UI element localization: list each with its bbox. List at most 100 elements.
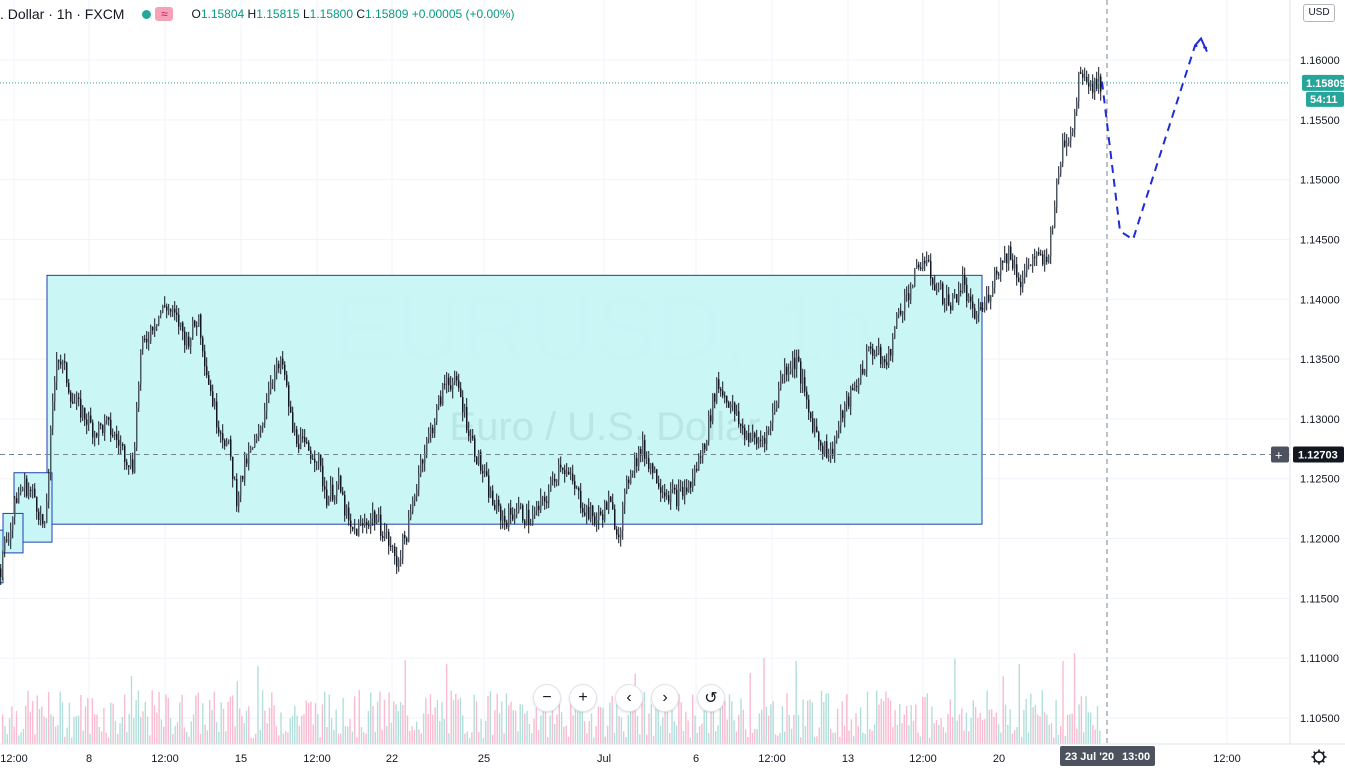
candle-body [848, 396, 850, 407]
volume-bar [100, 731, 103, 744]
volume-bar [850, 719, 853, 744]
candle-body [732, 402, 734, 405]
y-tick-label: 1.12500 [1300, 474, 1340, 486]
candle-body [312, 458, 314, 460]
candle-body [432, 427, 434, 434]
candle-body [232, 456, 234, 480]
candle-body [1072, 129, 1074, 133]
symbol-title[interactable]: . Dollar · 1h · FXCM [0, 6, 125, 22]
candle-body [300, 436, 302, 449]
chevron-right-icon[interactable]: › [651, 684, 679, 712]
candle-body [776, 403, 778, 409]
candle-body [1088, 82, 1090, 87]
y-tick-label: 1.14000 [1300, 294, 1340, 306]
volume-bar [174, 725, 176, 744]
y-tick-label: 1.11000 [1300, 653, 1339, 665]
volume-bar [528, 723, 531, 744]
volume-bar [859, 707, 862, 744]
candle-body [1034, 256, 1036, 258]
volume-bar [298, 725, 301, 744]
candle-body [614, 509, 616, 530]
volume-bar [211, 709, 213, 744]
candle-body [284, 364, 286, 375]
candle-body [1014, 264, 1016, 269]
candle-body [680, 487, 682, 489]
volume-bar [968, 731, 970, 744]
candle-body [750, 438, 752, 443]
volume-bar [61, 702, 64, 744]
volume-bar [218, 732, 220, 744]
volume-bar [963, 730, 965, 744]
volume-bar [940, 718, 942, 744]
volume-bar [597, 706, 600, 744]
x-tick-label: 20 [993, 753, 1005, 765]
candle-body [454, 375, 456, 383]
candle-body [360, 523, 362, 525]
volume-bar [846, 694, 848, 744]
chevron-left-icon[interactable]: ‹ [615, 684, 643, 712]
candle-body [908, 293, 910, 301]
countdown-tag [1306, 91, 1344, 107]
volume-bar [758, 713, 761, 744]
candle-body [478, 452, 480, 465]
volume-bar [77, 715, 80, 744]
candle-body [470, 435, 472, 437]
plus-icon[interactable]: + [569, 684, 597, 712]
x-tick-label: 13 [842, 753, 854, 765]
volume-bar [781, 706, 784, 744]
candle-body [1086, 76, 1088, 83]
volume-bar [705, 699, 708, 744]
candle-body [194, 320, 196, 327]
candle-body [648, 458, 650, 469]
volume-bar [41, 706, 43, 744]
gear-icon[interactable] [1313, 751, 1325, 763]
indicator-status[interactable]: ≈ [142, 7, 174, 21]
volume-bar [788, 714, 790, 744]
candle-body [838, 425, 840, 434]
candle-body [550, 479, 552, 492]
candle-body [424, 452, 426, 464]
candle-body [956, 294, 958, 303]
gear-icon-tooth [1313, 751, 1317, 755]
volume-bar [31, 700, 34, 744]
candle-body [248, 451, 250, 464]
volume-bar [107, 737, 110, 744]
x-tick-label: Jul [597, 753, 611, 765]
candle-body [656, 469, 658, 484]
candle-body [1018, 277, 1020, 282]
reset-icon[interactable]: ↺ [697, 684, 725, 712]
candle-body [270, 382, 272, 390]
candle-body [474, 438, 476, 457]
volume-bar [455, 693, 457, 744]
volume-bar [574, 690, 577, 744]
volume-bar [544, 691, 547, 744]
candle-body [1042, 254, 1044, 265]
volume-bar [694, 715, 696, 744]
candle-body [846, 396, 848, 405]
candle-body [840, 410, 842, 426]
volume-bar [988, 709, 991, 744]
candle-body [80, 398, 82, 418]
wave-icon[interactable]: ≈ [155, 7, 174, 21]
volume-bar [609, 702, 611, 744]
close-label: C [356, 7, 366, 21]
candle-body [712, 393, 714, 422]
candle-body [108, 417, 110, 420]
volume-bar [871, 730, 873, 744]
volume-bar [36, 695, 38, 744]
volume-bar [475, 701, 478, 744]
currency-button[interactable]: USD [1303, 4, 1335, 22]
candle-body [662, 492, 664, 494]
volume-bar [268, 707, 271, 744]
volume-bar [685, 711, 687, 744]
volume-bar [105, 732, 107, 744]
candle-body [982, 308, 984, 310]
volume-bar [652, 735, 655, 744]
candle-body [322, 465, 324, 487]
minus-icon[interactable]: − [533, 684, 561, 712]
volume-bar [862, 732, 864, 744]
candle-body [302, 436, 304, 438]
volume-bar [832, 732, 834, 744]
